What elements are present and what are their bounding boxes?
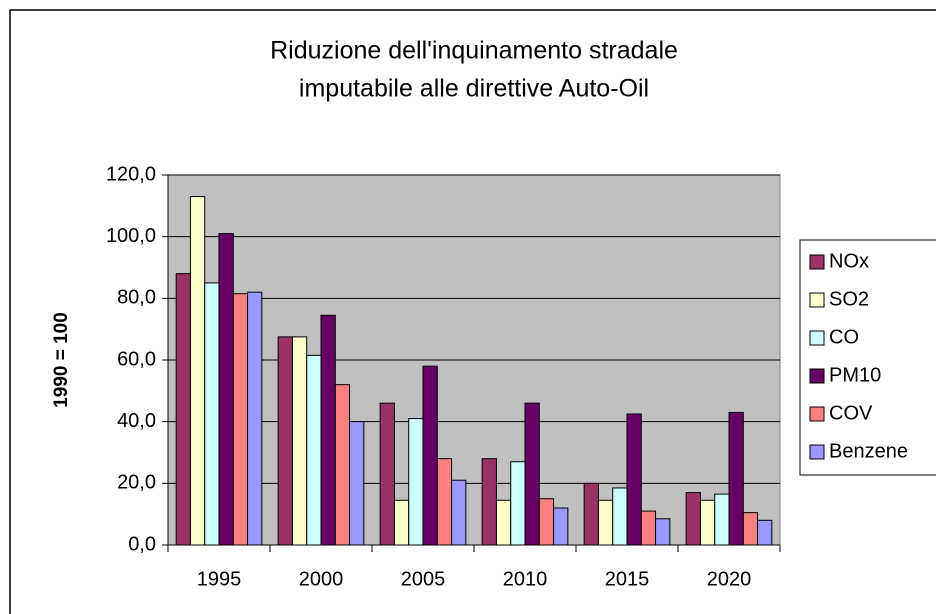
x-tick-label: 2000: [299, 568, 344, 590]
bar: [510, 461, 526, 546]
legend-swatch: [809, 330, 825, 346]
y-tick-label: 100,0: [106, 225, 156, 247]
legend-label: SO2: [829, 288, 869, 310]
bar: [334, 384, 351, 546]
bar: [393, 499, 410, 546]
y-tick-label: 0,0: [128, 533, 156, 555]
bar: [612, 487, 628, 546]
bar: [640, 510, 657, 546]
bar: [247, 291, 263, 546]
bar: [583, 482, 599, 546]
legend-label: NOx: [829, 250, 869, 272]
bar: [175, 273, 191, 546]
bar: [451, 479, 467, 546]
bar: [481, 458, 497, 546]
bar: [189, 196, 206, 546]
legend-label: Benzene: [829, 440, 908, 462]
bar: [379, 402, 395, 546]
bar: [524, 402, 540, 546]
bar: [306, 354, 322, 546]
y-tick-label: 60,0: [117, 348, 156, 370]
bar: [597, 499, 614, 546]
bar: [436, 458, 453, 546]
chart-title: imputabile alle direttive Auto-Oil: [299, 75, 649, 103]
bar: [685, 492, 701, 546]
bar: [714, 493, 730, 546]
bar: [757, 519, 773, 546]
y-tick-label: 40,0: [117, 410, 156, 432]
y-tick-label: 80,0: [117, 287, 156, 309]
legend-label: CO: [829, 326, 859, 348]
legend-label: COV: [829, 402, 873, 424]
bar: [699, 499, 716, 546]
bar: [655, 518, 671, 546]
legend-swatch: [809, 444, 825, 460]
legend-box: [799, 239, 936, 476]
bar: [553, 507, 569, 546]
bar: [728, 411, 744, 546]
legend-swatch: [809, 368, 825, 384]
bar: [232, 293, 249, 546]
x-tick-label: 2010: [503, 568, 548, 590]
x-tick-label: 1995: [197, 568, 242, 590]
y-tick-label: 120,0: [106, 163, 156, 185]
bar: [495, 499, 512, 546]
chart-title: Riduzione dell'inquinamento stradale: [270, 37, 678, 65]
bar: [408, 418, 424, 546]
bar: [204, 282, 220, 546]
legend-swatch: [809, 254, 825, 270]
bar: [422, 365, 438, 546]
bar: [277, 336, 293, 546]
bar: [626, 413, 642, 546]
bar: [538, 498, 555, 546]
bar: [218, 233, 234, 546]
legend-label: PM10: [829, 364, 881, 386]
x-tick-label: 2005: [401, 568, 446, 590]
legend-swatch: [809, 292, 825, 308]
bar: [291, 336, 308, 546]
y-axis-label: 1990 = 100: [51, 312, 72, 408]
legend-swatch: [809, 406, 825, 422]
x-tick-label: 2020: [707, 568, 752, 590]
y-tick-label: 20,0: [117, 472, 156, 494]
bar: [320, 314, 336, 546]
bar: [742, 512, 759, 546]
bar: [349, 421, 365, 546]
x-tick-label: 2015: [605, 568, 650, 590]
